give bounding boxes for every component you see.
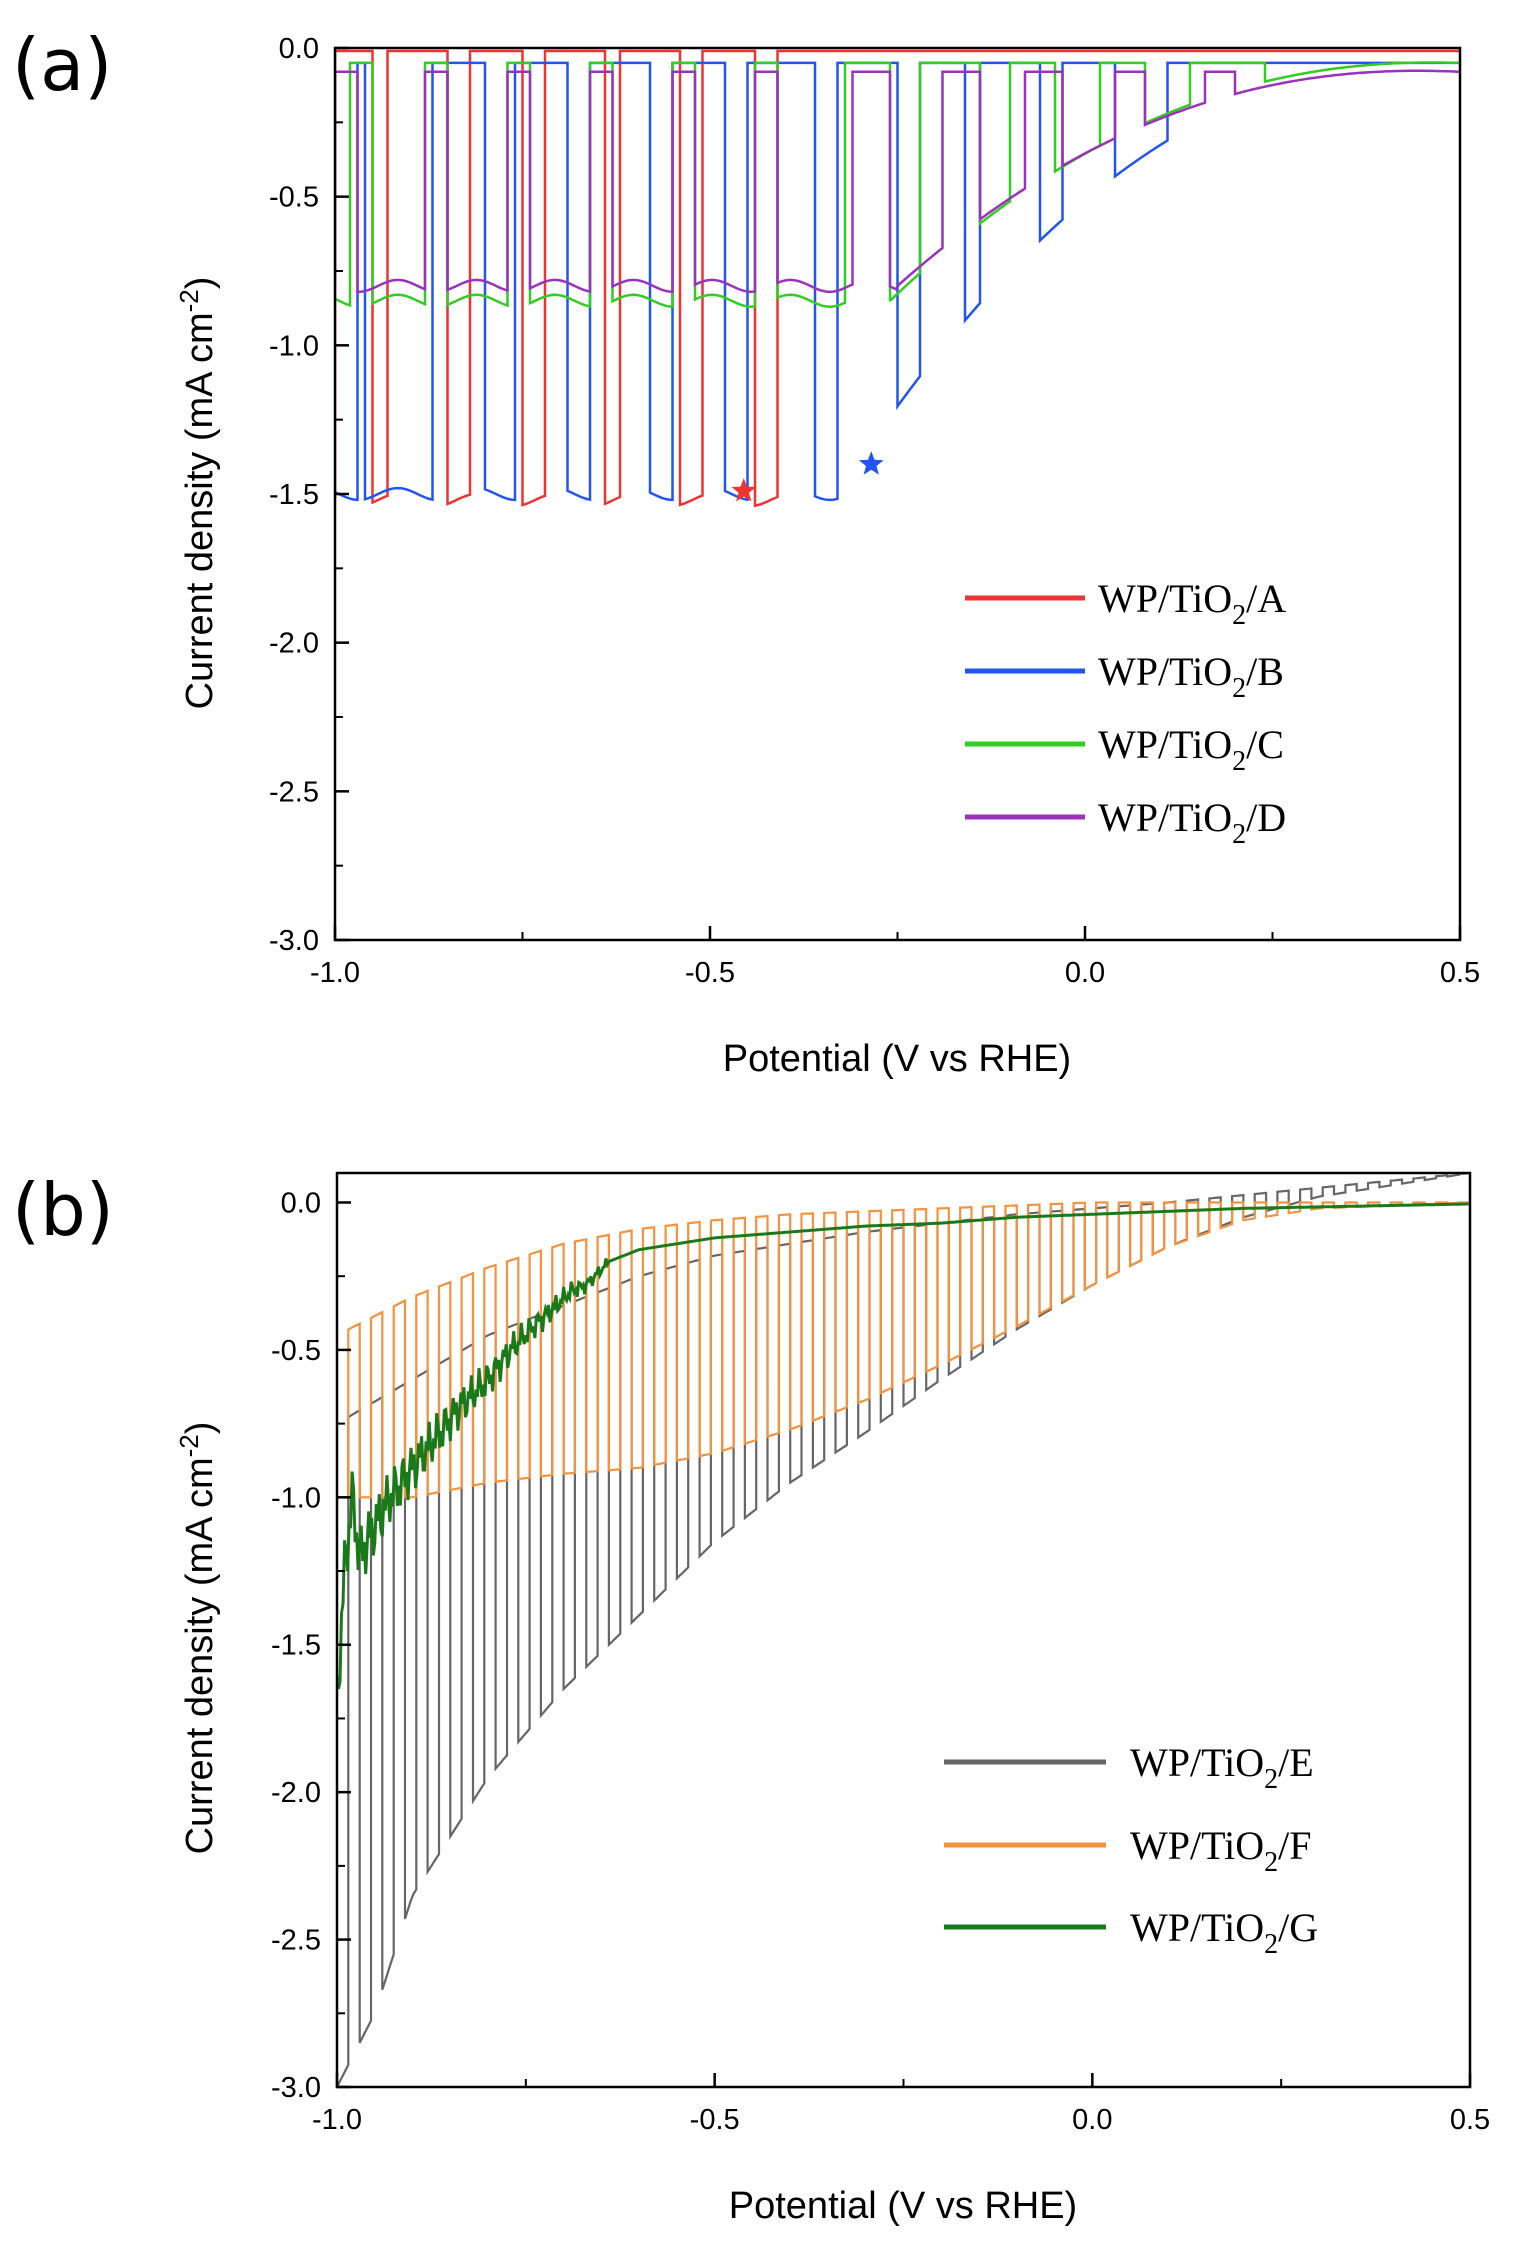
- panel-b-series-layer: [337, 1173, 1470, 2087]
- panel-a-xlabel: Potential (V vs RHE): [723, 1038, 1071, 1080]
- panel-a: (a) -1.0 -0.5 0.0 0.5 0.0 -0.5 -1.0 -1.5 -2.0 -2.…: [12, 23, 1480, 1080]
- series-b-1-line: [337, 1201, 1470, 1499]
- panel-b-legend: WP/TiO2/E WP/TiO2/F WP/TiO2/G: [944, 1740, 1318, 1960]
- star-marker-1: [858, 451, 884, 475]
- y-tick-label-0: 0.0: [281, 1187, 321, 1219]
- legend-b-label-0: WP/TiO2/E: [1130, 1740, 1314, 1795]
- x-tick-label-1: -0.5: [690, 2104, 740, 2136]
- y-tick-label-6: -3.0: [269, 925, 319, 957]
- y-tick-label-5: -2.5: [269, 776, 319, 808]
- panel-b-xlabel: Potential (V vs RHE): [729, 2185, 1077, 2227]
- x-tick-label-2: 0.0: [1072, 2104, 1112, 2136]
- panel-a-ticks: -1.0 -0.5 0.0 0.5 0.0 -0.5 -1.0 -1.5 -2.0 -2.5 -3.…: [269, 33, 1480, 989]
- x-tick-label-3: 0.5: [1440, 957, 1480, 989]
- y-tick-label-1: -0.5: [271, 1335, 321, 1367]
- y-tick-label-3: -1.5: [271, 1630, 321, 1662]
- legend-a-label-0: WP/TiO2/A: [1098, 576, 1286, 631]
- star-marker-0: [731, 478, 757, 502]
- y-tick-label-2: -1.0: [271, 1482, 321, 1514]
- y-tick-label-4: -2.0: [271, 1777, 321, 1809]
- legend-b-label-1: WP/TiO2/F: [1130, 1823, 1312, 1878]
- panel-b-label: (b): [12, 1168, 114, 1252]
- y-tick-label-1: -0.5: [269, 182, 319, 214]
- y-tick-label-5: -2.5: [271, 1925, 321, 1957]
- legend-a-label-2: WP/TiO2/C: [1098, 722, 1284, 777]
- y-tick-label-4: -2.0: [269, 628, 319, 660]
- panel-a-ylabel: Current density (mA cm-2): [174, 277, 221, 710]
- y-tick-label-3: -1.5: [269, 479, 319, 511]
- panel-a-series-layer: [335, 49, 1460, 508]
- legend-b-label-2: WP/TiO2/G: [1130, 1905, 1318, 1960]
- panel-b-plot-clip-group: [337, 1173, 1470, 2087]
- panel-b-ticks: -1.0 -0.5 0.0 0.5 0.0 -0.5 -1.0 -1.5 -2.0 -2.5 -3.…: [271, 1187, 1490, 2136]
- y-tick-label-2: -1.0: [269, 330, 319, 362]
- y-tick-label-0: 0.0: [279, 33, 319, 65]
- legend-a-label-3: WP/TiO2/D: [1098, 795, 1286, 850]
- series-a-1-line: [335, 61, 1460, 502]
- panel-b-ylabel: Current density (mA cm-2): [174, 1422, 221, 1855]
- series-a-0-line: [335, 49, 1460, 508]
- series-a-3-line: [335, 69, 1460, 294]
- panel-a-markers: [731, 451, 884, 502]
- panel-b: (b) -1.0 -0.5 0.0 0.5 0.0 -0.5 -1.0 -1.5 -2.0 -2.…: [12, 1168, 1490, 2227]
- x-tick-label-0: -1.0: [310, 957, 360, 989]
- legend-a-label-1: WP/TiO2/B: [1098, 649, 1284, 704]
- y-tick-label-6: -3.0: [271, 2072, 321, 2104]
- series-a-2-line: [335, 61, 1460, 309]
- panel-a-legend: WP/TiO2/A WP/TiO2/B WP/TiO2/C WP/TiO2/D: [965, 576, 1286, 850]
- x-tick-label-0: -1.0: [312, 2104, 362, 2136]
- series-b-2-line: [337, 1202, 1469, 1690]
- x-tick-label-1: -0.5: [685, 957, 735, 989]
- x-tick-label-3: 0.5: [1450, 2104, 1490, 2136]
- panel-a-plot-clip-group: [335, 49, 1460, 508]
- x-tick-label-2: 0.0: [1065, 957, 1105, 989]
- panel-a-label: (a): [12, 23, 112, 107]
